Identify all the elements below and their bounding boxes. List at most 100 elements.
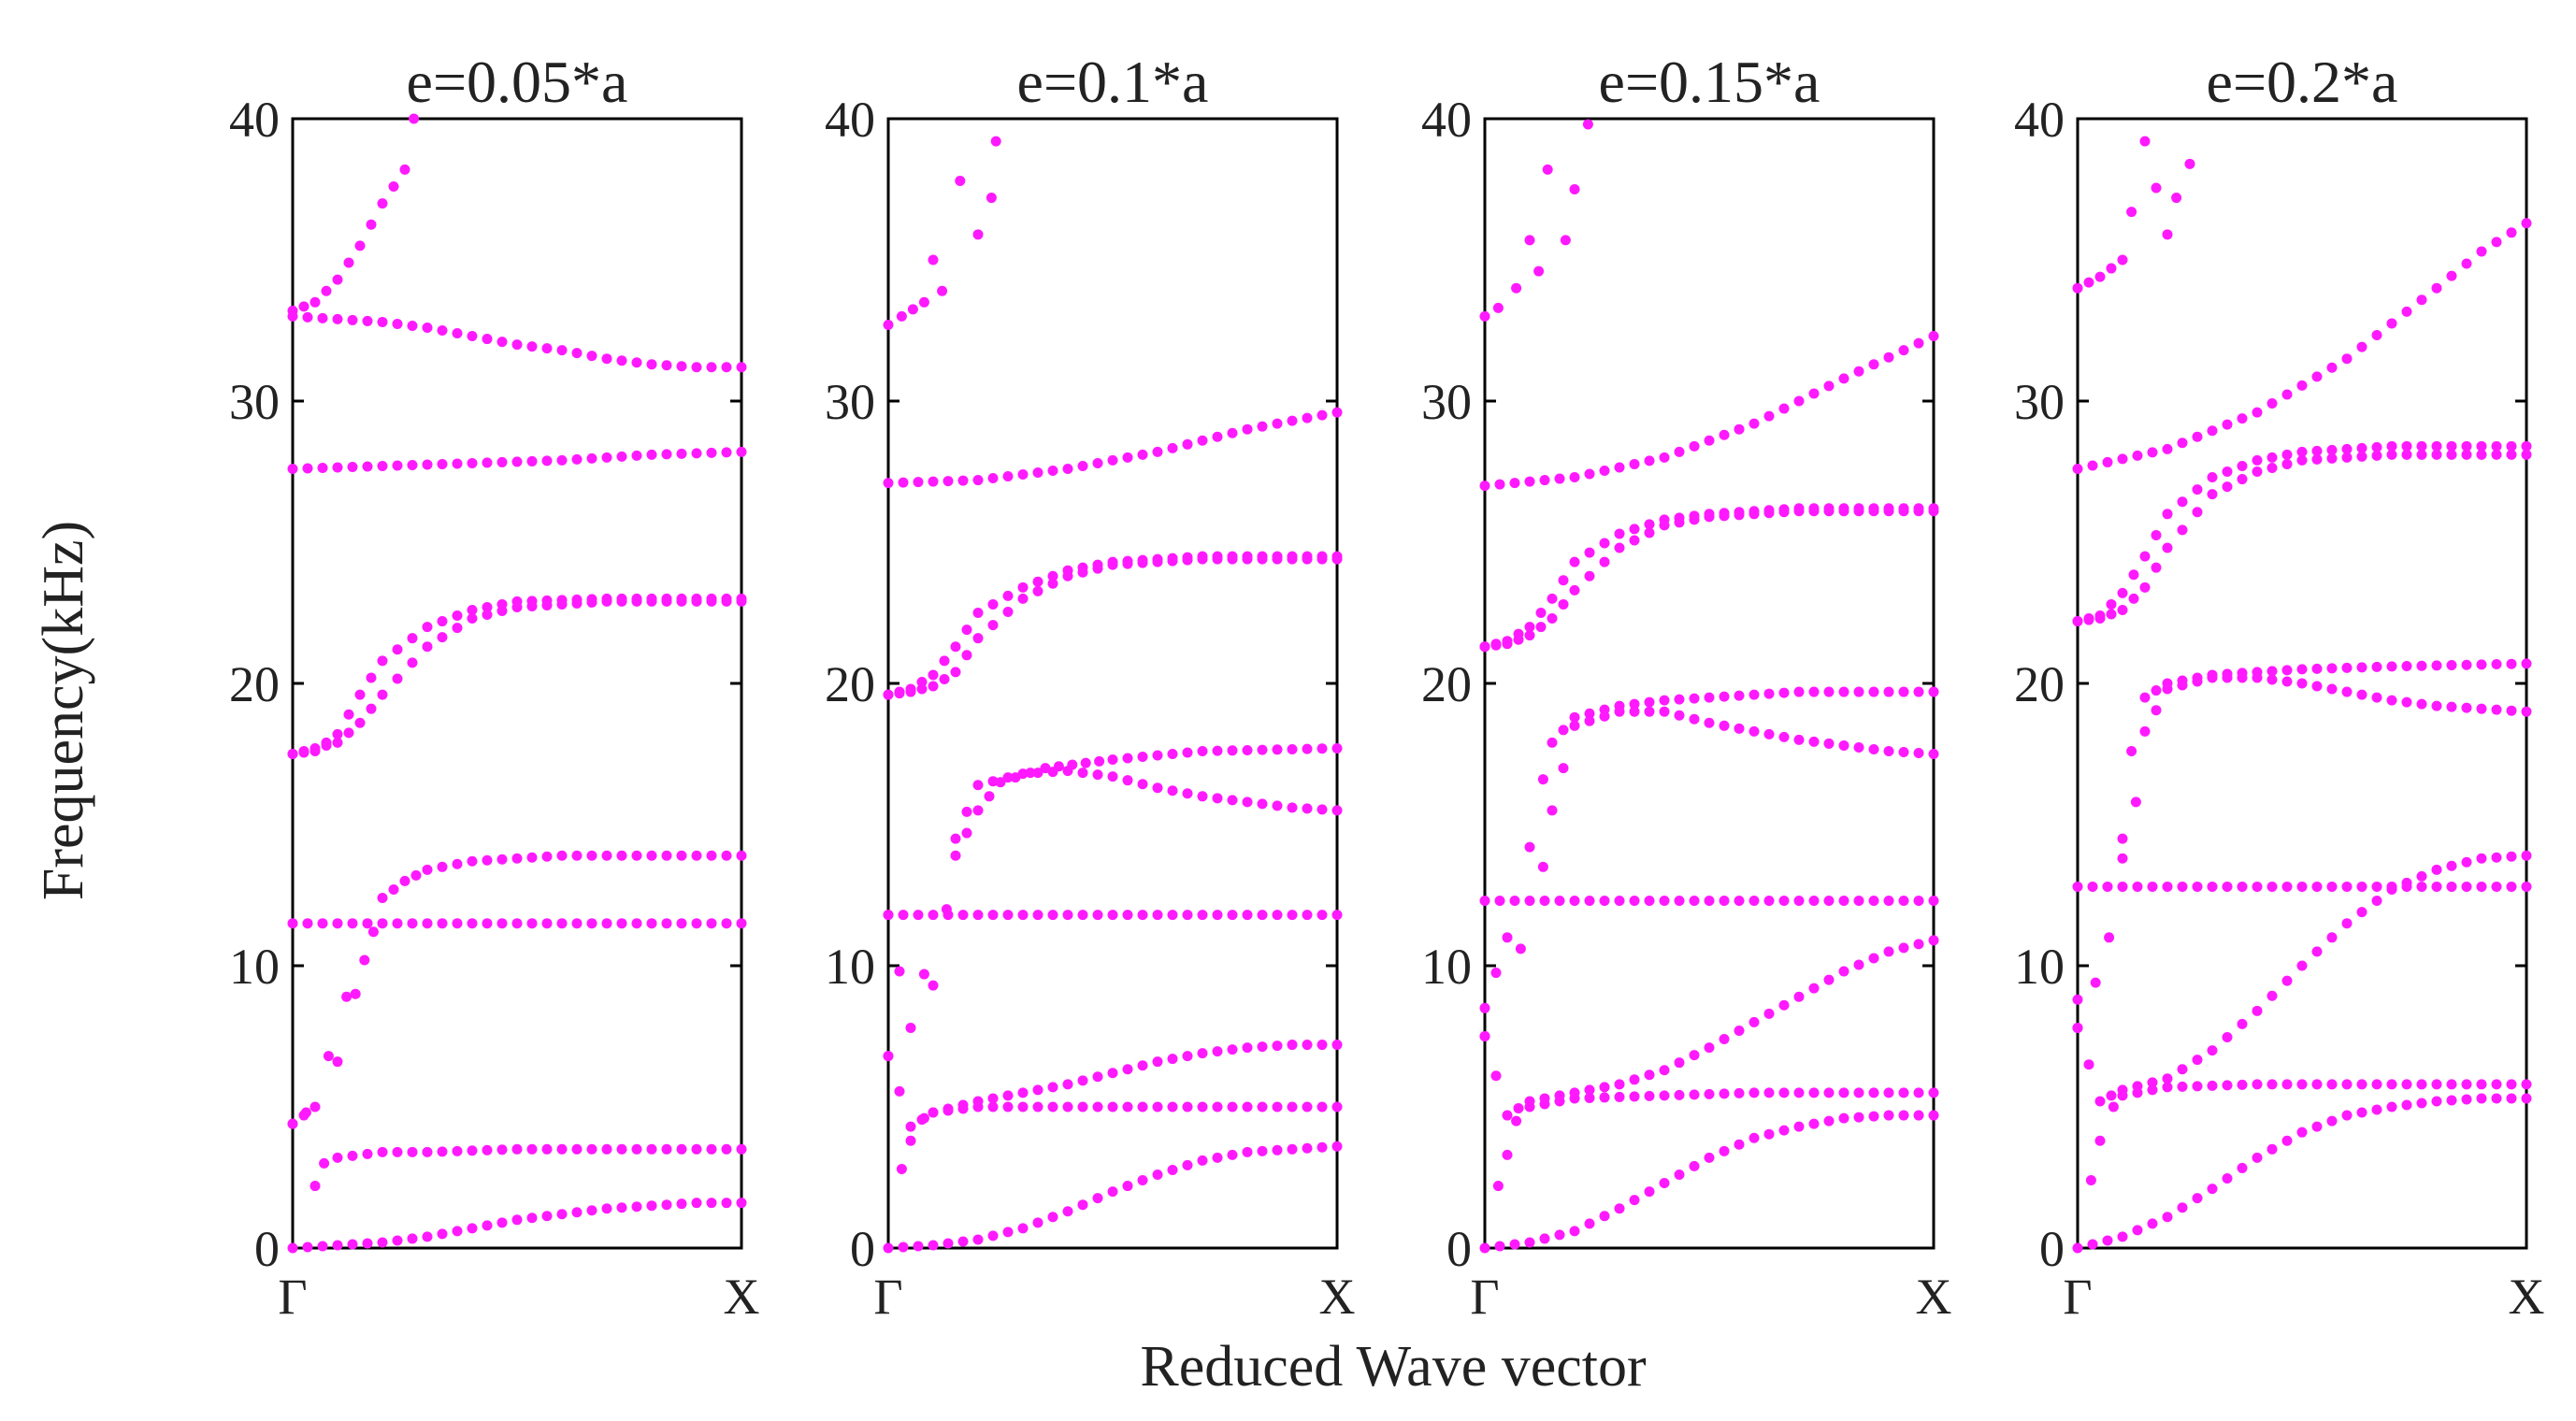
data-point (2296, 678, 2308, 689)
data-point (1659, 695, 1670, 706)
data-point (1734, 423, 1745, 435)
data-point (2476, 246, 2487, 257)
data-point (955, 175, 966, 186)
data-point (2341, 662, 2353, 673)
data-point (437, 616, 448, 627)
data-point (2162, 229, 2173, 240)
data-point (1749, 1087, 1760, 1098)
data-point (377, 655, 388, 667)
data-point (1883, 1087, 1894, 1098)
data-point (2072, 1242, 2083, 1254)
data-point (1793, 395, 1805, 407)
data-point (1242, 423, 1253, 435)
data-point (511, 1214, 523, 1226)
data-point (1137, 1175, 1148, 1186)
data-point (1122, 775, 1133, 786)
data-point (496, 456, 508, 467)
data-point (1272, 418, 1283, 429)
data-point (332, 728, 343, 739)
data-point (721, 362, 732, 373)
data-point (321, 285, 332, 296)
band-6 (287, 596, 747, 759)
data-point (984, 791, 995, 802)
data-point (736, 850, 747, 861)
data-point (2311, 371, 2323, 382)
data-point (1272, 800, 1283, 811)
data-point (343, 727, 354, 739)
data-point (1242, 910, 1253, 921)
data-point (1913, 337, 1924, 349)
data-point (2207, 472, 2218, 483)
data-point (1569, 711, 1580, 723)
data-point (2371, 1104, 2382, 1115)
data-point (1868, 686, 1879, 697)
data-point (2222, 881, 2233, 892)
data-point (1838, 1112, 1849, 1124)
data-point (2192, 881, 2203, 892)
data-point (298, 745, 309, 756)
data-point (1599, 710, 1610, 722)
data-point (1928, 506, 1939, 517)
data-point (541, 343, 553, 354)
data-point (721, 447, 732, 458)
data-point (1793, 1121, 1805, 1132)
data-point (2296, 664, 2308, 675)
data-point (1002, 606, 1014, 617)
data-point (2491, 704, 2502, 715)
data-point (1704, 1088, 1715, 1099)
data-point (1092, 1193, 1103, 1204)
data-point (961, 806, 972, 817)
data-point (1509, 478, 1520, 489)
data-point (2371, 1079, 2382, 1090)
data-point (1629, 1074, 1640, 1085)
data-point (1928, 1110, 1939, 1121)
data-point (950, 850, 961, 861)
data-point (1077, 1199, 1088, 1211)
x-tick-label: X (1916, 1269, 1952, 1325)
data-point (309, 1181, 321, 1192)
data-point (1094, 755, 1105, 767)
data-point (883, 319, 894, 330)
data-point (1898, 686, 1909, 697)
data-point (437, 632, 448, 643)
data-point (2476, 1093, 2487, 1104)
data-point (1331, 1040, 1343, 1051)
data-point (2521, 1093, 2532, 1104)
data-point (1808, 983, 1820, 994)
data-point (1122, 1181, 1133, 1192)
data-point (407, 918, 418, 929)
data-point (691, 850, 702, 861)
data-point (1823, 896, 1835, 907)
data-point (1509, 896, 1520, 907)
data-point (2281, 881, 2293, 892)
data-point (616, 1143, 627, 1155)
data-point (2521, 658, 2532, 669)
data-point (2117, 1231, 2128, 1242)
data-point (1017, 581, 1029, 593)
data-point (1107, 454, 1118, 466)
data-point (2296, 960, 2308, 971)
data-point (482, 918, 493, 929)
data-point (1734, 510, 1745, 521)
data-point (896, 310, 907, 322)
data-point (2072, 463, 2083, 474)
data-point (1823, 738, 1835, 749)
data-point (1212, 1101, 1223, 1112)
band-8 (883, 553, 1343, 700)
data-point (1182, 554, 1193, 566)
data-point (2117, 853, 2128, 864)
data-point (676, 596, 687, 607)
data-point (1569, 584, 1580, 596)
data-point (1137, 449, 1148, 460)
panel-frame (1483, 117, 1936, 1250)
data-point (1838, 1087, 1849, 1098)
data-point (422, 459, 433, 470)
data-point (898, 910, 909, 921)
data-point (541, 1143, 553, 1155)
data-point (323, 1051, 334, 1062)
data-point (1122, 1064, 1133, 1075)
data-point (1913, 896, 1924, 907)
data-point (1689, 896, 1700, 907)
data-point (2476, 440, 2487, 452)
data-point (736, 1143, 747, 1155)
